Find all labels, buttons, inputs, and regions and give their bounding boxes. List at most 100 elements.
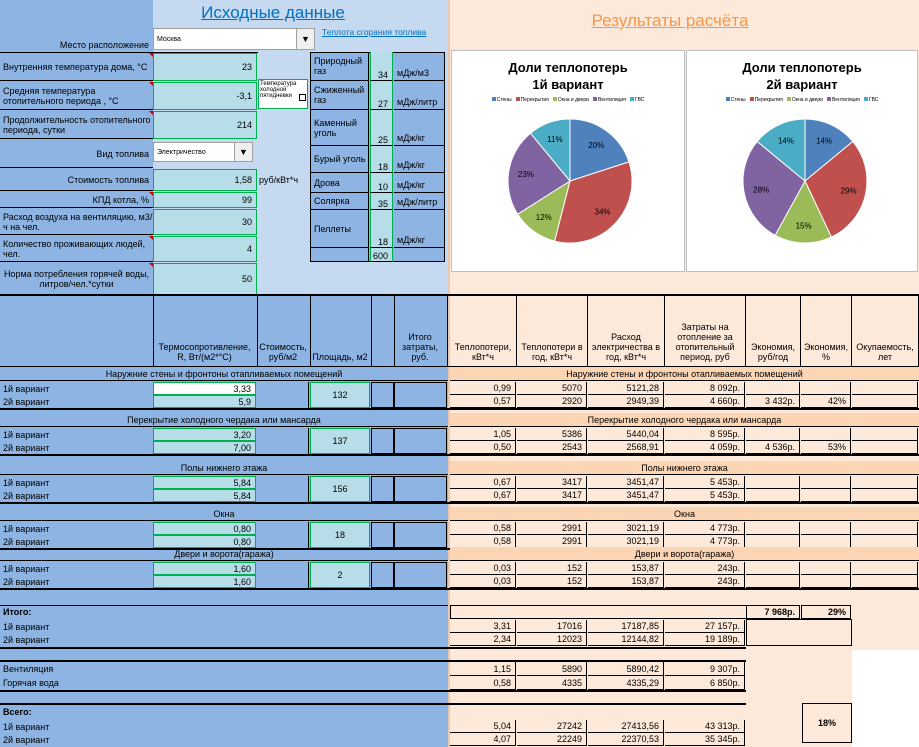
variant-label: 1й вариант <box>3 523 50 534</box>
result-cell <box>801 382 851 395</box>
empty-cell <box>371 522 394 548</box>
fuel-value-input[interactable]: 25 <box>370 110 393 146</box>
fuel-unit: мДж/кг <box>394 146 444 173</box>
fuel-value-input[interactable]: 10 <box>370 173 393 193</box>
fuel-label: Вид топлива <box>0 140 153 168</box>
cost-cell <box>257 575 309 588</box>
fuel-value-input[interactable]: 27 <box>370 81 393 110</box>
variant-label: 1й вариант <box>3 721 50 732</box>
resist-input[interactable]: 1,60 <box>153 575 256 588</box>
fuel-unit: мДж/кг <box>394 110 444 146</box>
fuel-value-input[interactable]: 34 <box>370 52 393 81</box>
section-divider <box>0 454 919 456</box>
fuel-unit: мДж/кг <box>394 210 444 248</box>
area-input[interactable]: 156 <box>310 476 370 502</box>
pie-label: 28% <box>753 185 769 194</box>
vent-input[interactable]: 30 <box>153 209 257 235</box>
fuel-name: Природный газ <box>311 52 369 81</box>
header-payback: Окупаемость, лет <box>856 342 914 362</box>
indoor-temp-input[interactable]: 23 <box>153 53 257 81</box>
area-input[interactable]: 132 <box>310 382 370 408</box>
area-input[interactable]: 18 <box>310 522 370 548</box>
chevron-down-icon[interactable]: ▼ <box>234 143 252 161</box>
grid-line <box>394 296 395 366</box>
duration-label: Продолжительность отопительного периода,… <box>0 111 153 139</box>
result-cell: 27413,56 <box>588 720 664 733</box>
fuel-value-input[interactable]: 600 <box>370 248 393 262</box>
fuel-value-input[interactable]: 18 <box>370 146 393 173</box>
comment-marker <box>149 53 153 57</box>
chart-2-legend: Стены Перекрытия Окна и двери Вентиляция ГВС <box>687 97 917 103</box>
fuel-value-input[interactable]: 18 <box>370 210 393 248</box>
variant-label: 1й вариант <box>3 477 50 488</box>
area-input[interactable]: 2 <box>310 562 370 588</box>
resist-input[interactable]: 0,80 <box>153 535 256 548</box>
grid-line <box>516 296 517 366</box>
avg-temp-input[interactable]: -3,1 <box>153 82 257 110</box>
result-cell: 0,50 <box>450 441 516 454</box>
resist-input[interactable]: 0,80 <box>153 522 256 535</box>
section-title-left: Окна <box>0 507 448 521</box>
pie-label: 23% <box>518 170 534 179</box>
resist-input[interactable]: 5,84 <box>153 476 256 489</box>
fuel-unit: мДж/литр <box>394 81 444 110</box>
result-cell: 4 773р. <box>665 522 745 535</box>
legend-swatch <box>515 97 520 101</box>
location-select[interactable]: Москва ▼ <box>153 28 315 50</box>
resist-input[interactable]: 1,60 <box>153 562 256 575</box>
resist-input[interactable]: 5,84 <box>153 489 256 502</box>
grid-line <box>0 647 746 649</box>
cost-cell <box>257 489 309 502</box>
chevron-down-icon[interactable]: ▼ <box>296 29 314 49</box>
legend-label: Перекрытия <box>520 97 549 103</box>
legend-entry: Окна и двери <box>552 97 589 103</box>
grid-line <box>371 296 372 366</box>
grid-line <box>310 296 311 366</box>
header-resist: Термосопротивление, R, Вт/(м2*°С) <box>158 342 251 362</box>
chart-1-legend: Стены Перекрытия Окна и двери Вентиляция ГВС <box>452 97 684 103</box>
legend-swatch <box>592 97 597 101</box>
result-cell <box>801 522 851 535</box>
duration-input[interactable]: 214 <box>153 111 257 139</box>
variant-label: 1й вариант <box>3 383 50 394</box>
legend-entry: Окна и двери <box>786 97 823 103</box>
pie-label: 15% <box>796 222 812 231</box>
area-input[interactable]: 137 <box>310 428 370 454</box>
pie-slice <box>756 118 806 183</box>
result-cell <box>746 489 800 502</box>
cost-input[interactable]: 1,58 <box>153 169 257 191</box>
resist-input[interactable]: 5,9 <box>153 395 256 408</box>
legend-swatch <box>629 97 634 101</box>
resist-input[interactable]: 3,20 <box>153 428 256 441</box>
resist-input[interactable]: 7,00 <box>153 441 256 454</box>
grid-line <box>257 296 258 366</box>
legend-label: ГВС <box>634 97 645 103</box>
eff-input[interactable]: 99 <box>153 192 257 208</box>
heat-value-link[interactable]: Теплота сгорания топлива <box>322 27 427 37</box>
result-cell: 1,15 <box>450 662 516 676</box>
result-cell <box>746 428 800 441</box>
variant-label: 2й вариант <box>3 536 50 547</box>
result-cell: 0,99 <box>450 382 516 395</box>
result-cell: 0,03 <box>450 562 516 575</box>
pie-label: 34% <box>595 208 611 217</box>
people-input[interactable]: 4 <box>153 236 257 262</box>
cold-week-checkbox[interactable]: Температура холодной пятидневки <box>258 79 308 109</box>
grid-line <box>447 296 448 366</box>
water-input[interactable]: 50 <box>153 263 257 295</box>
result-cell: 5 453р. <box>665 476 745 489</box>
fuel-value-input[interactable]: 35 <box>370 193 393 210</box>
vsego-label: Всего: <box>3 707 32 717</box>
resist-input[interactable]: 3,33 <box>153 382 256 395</box>
result-cell: 4 536р. <box>746 441 800 454</box>
fuel-select[interactable]: Электричество ▼ <box>153 142 253 162</box>
payback-cell <box>852 441 918 454</box>
fuel-name: Сжиженный газ <box>311 81 369 110</box>
header-cost: Стоимость, руб/м2 <box>259 342 307 362</box>
legend-swatch <box>786 97 791 101</box>
result-cell: 0,03 <box>450 575 516 588</box>
checkbox-box[interactable] <box>299 94 306 101</box>
legend-entry: Стены <box>491 97 512 103</box>
result-cell: 42% <box>801 395 851 408</box>
legend-swatch <box>749 97 754 101</box>
